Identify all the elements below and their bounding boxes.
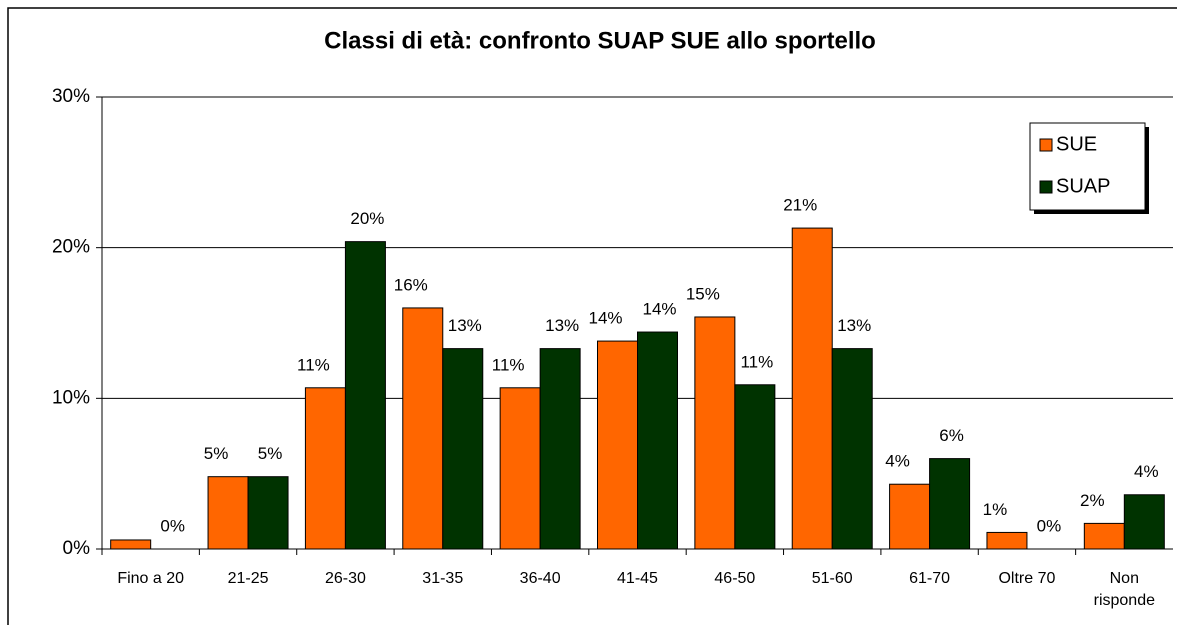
x-tick-label: Fino a 20 bbox=[117, 570, 185, 587]
data-label: 21% bbox=[783, 196, 817, 215]
data-label: 20% bbox=[350, 209, 384, 228]
data-label: 0% bbox=[1037, 516, 1062, 535]
data-label: 0% bbox=[160, 516, 185, 535]
x-tick-label: 51-60 bbox=[811, 570, 853, 587]
x-tick-label: 21-25 bbox=[227, 570, 269, 587]
bar bbox=[499, 387, 541, 550]
bar bbox=[539, 348, 581, 550]
bar bbox=[1123, 494, 1165, 550]
bar bbox=[402, 307, 444, 550]
bar bbox=[929, 458, 971, 550]
data-label: 4% bbox=[1134, 462, 1159, 481]
bar bbox=[442, 348, 484, 550]
data-label: 6% bbox=[939, 426, 964, 445]
data-label: 4% bbox=[885, 452, 910, 471]
bar bbox=[637, 331, 678, 550]
bar bbox=[247, 476, 289, 550]
data-label: 11% bbox=[297, 355, 330, 374]
legend-swatch bbox=[1039, 138, 1053, 152]
data-label: 2% bbox=[1080, 491, 1105, 510]
x-tick-label: 31-35 bbox=[422, 570, 464, 587]
bar bbox=[304, 387, 346, 550]
legend-swatch bbox=[1039, 180, 1053, 194]
y-tick-label: 10% bbox=[52, 387, 90, 408]
data-label: 14% bbox=[642, 300, 676, 319]
data-label: 11% bbox=[492, 355, 525, 374]
data-label: 11% bbox=[740, 352, 773, 371]
data-label: 1% bbox=[983, 500, 1008, 519]
data-label: 13% bbox=[837, 316, 871, 335]
x-tick-label: Oltre 70 bbox=[998, 570, 1056, 587]
x-tick-label: 46-50 bbox=[714, 570, 756, 587]
x-tick-label: 41-45 bbox=[617, 570, 658, 587]
chart-title: Classi di età: confronto SUAP SUE allo s… bbox=[324, 27, 876, 54]
x-tick-label: 61-70 bbox=[909, 570, 951, 587]
y-tick-label: 30% bbox=[52, 86, 90, 107]
bar bbox=[694, 316, 736, 550]
x-tick-label: Non risponde bbox=[1093, 570, 1155, 609]
bar bbox=[597, 340, 638, 550]
data-label: 14% bbox=[588, 309, 622, 328]
y-tick-label: 0% bbox=[63, 538, 91, 559]
bar bbox=[791, 227, 833, 550]
data-label: 13% bbox=[448, 316, 482, 335]
y-tick-label: 20% bbox=[52, 237, 90, 258]
data-label: 5% bbox=[204, 444, 229, 463]
bar bbox=[889, 483, 931, 550]
bar bbox=[1083, 522, 1125, 550]
bar bbox=[110, 539, 152, 550]
bar bbox=[344, 241, 386, 550]
bar bbox=[734, 384, 776, 550]
legend-label: SUAP bbox=[1056, 175, 1110, 197]
bar bbox=[207, 476, 249, 550]
data-label: 15% bbox=[686, 284, 720, 303]
bar bbox=[831, 348, 873, 550]
x-tick-label: 26-30 bbox=[324, 570, 366, 587]
data-label: 16% bbox=[394, 275, 428, 294]
data-label: 5% bbox=[258, 444, 283, 463]
data-label: 13% bbox=[545, 316, 579, 335]
x-tick-label: 36-40 bbox=[519, 570, 561, 587]
chart-border bbox=[7, 7, 1177, 625]
legend-label: SUE bbox=[1056, 133, 1097, 155]
bar bbox=[986, 531, 1028, 550]
legend bbox=[1029, 122, 1146, 211]
